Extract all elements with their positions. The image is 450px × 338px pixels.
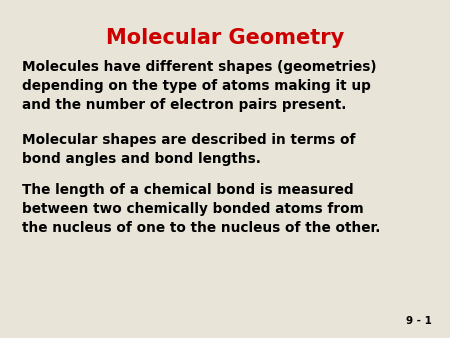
Text: The length of a chemical bond is measured
between two chemically bonded atoms fr: The length of a chemical bond is measure… [22, 183, 380, 235]
Text: Molecular shapes are described in terms of
bond angles and bond lengths.: Molecular shapes are described in terms … [22, 133, 356, 166]
Text: Molecules have different shapes (geometries)
depending on the type of atoms maki: Molecules have different shapes (geometr… [22, 60, 377, 112]
Text: 9 - 1: 9 - 1 [406, 316, 432, 326]
Text: Molecular Geometry: Molecular Geometry [106, 28, 344, 48]
